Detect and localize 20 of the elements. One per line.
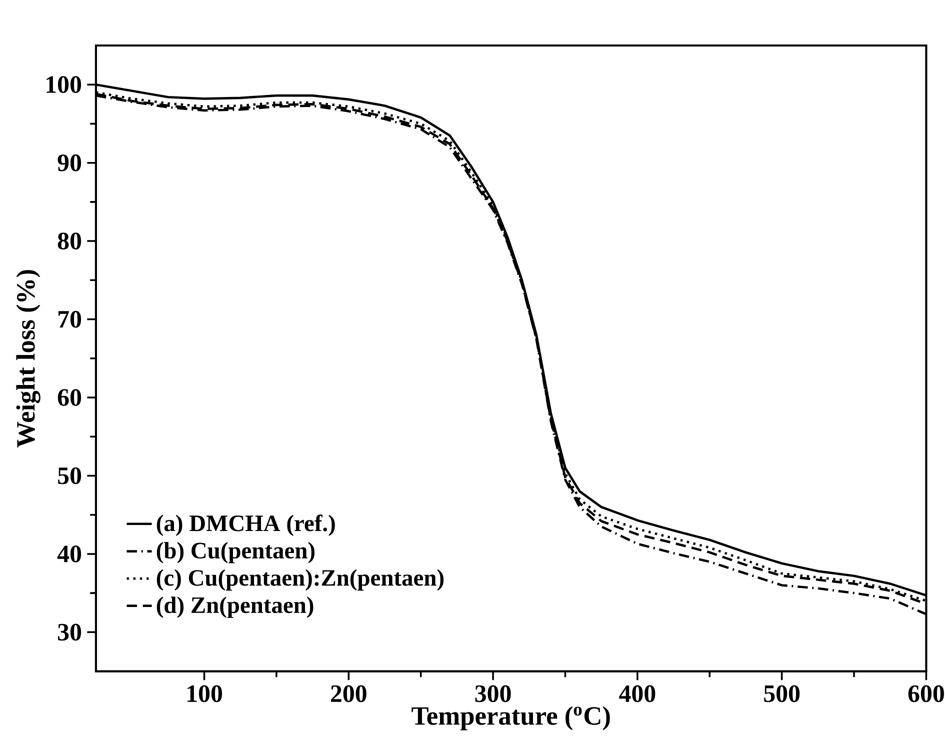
y-tick-label: 90 (58, 154, 82, 172)
y-tick-label: 100 (46, 76, 82, 93)
y-tick-label: 30 (58, 624, 82, 641)
legend-label: (c) Cu(pentaen):Zn(pentaen) (156, 569, 444, 591)
y-tick-label: 60 (58, 389, 82, 406)
y-axis-title: Weight loss (%) (16, 270, 40, 448)
x-tick-label: 300 (475, 685, 511, 702)
y-tick-label: 40 (57, 546, 82, 562)
y-tick-label: 70 (58, 310, 82, 328)
legend-label: (b) Cu(pentaen) (156, 542, 314, 564)
x-tick-label: 500 (764, 685, 800, 702)
y-tick-label: 80 (58, 232, 82, 250)
x-axis-title: Temperature ($^{o}$C) (412, 706, 610, 730)
x-tick-label: 600 (908, 685, 944, 702)
y-tick-label: 50 (58, 467, 82, 484)
x-tick-label: 400 (619, 685, 656, 702)
legend-label: (d) Zn(pentaen) (156, 596, 314, 618)
x-tick-label: 200 (331, 685, 366, 702)
x-tick-label: 100 (188, 685, 222, 702)
legend-label: (a) DMCHA (ref.) (156, 514, 335, 536)
